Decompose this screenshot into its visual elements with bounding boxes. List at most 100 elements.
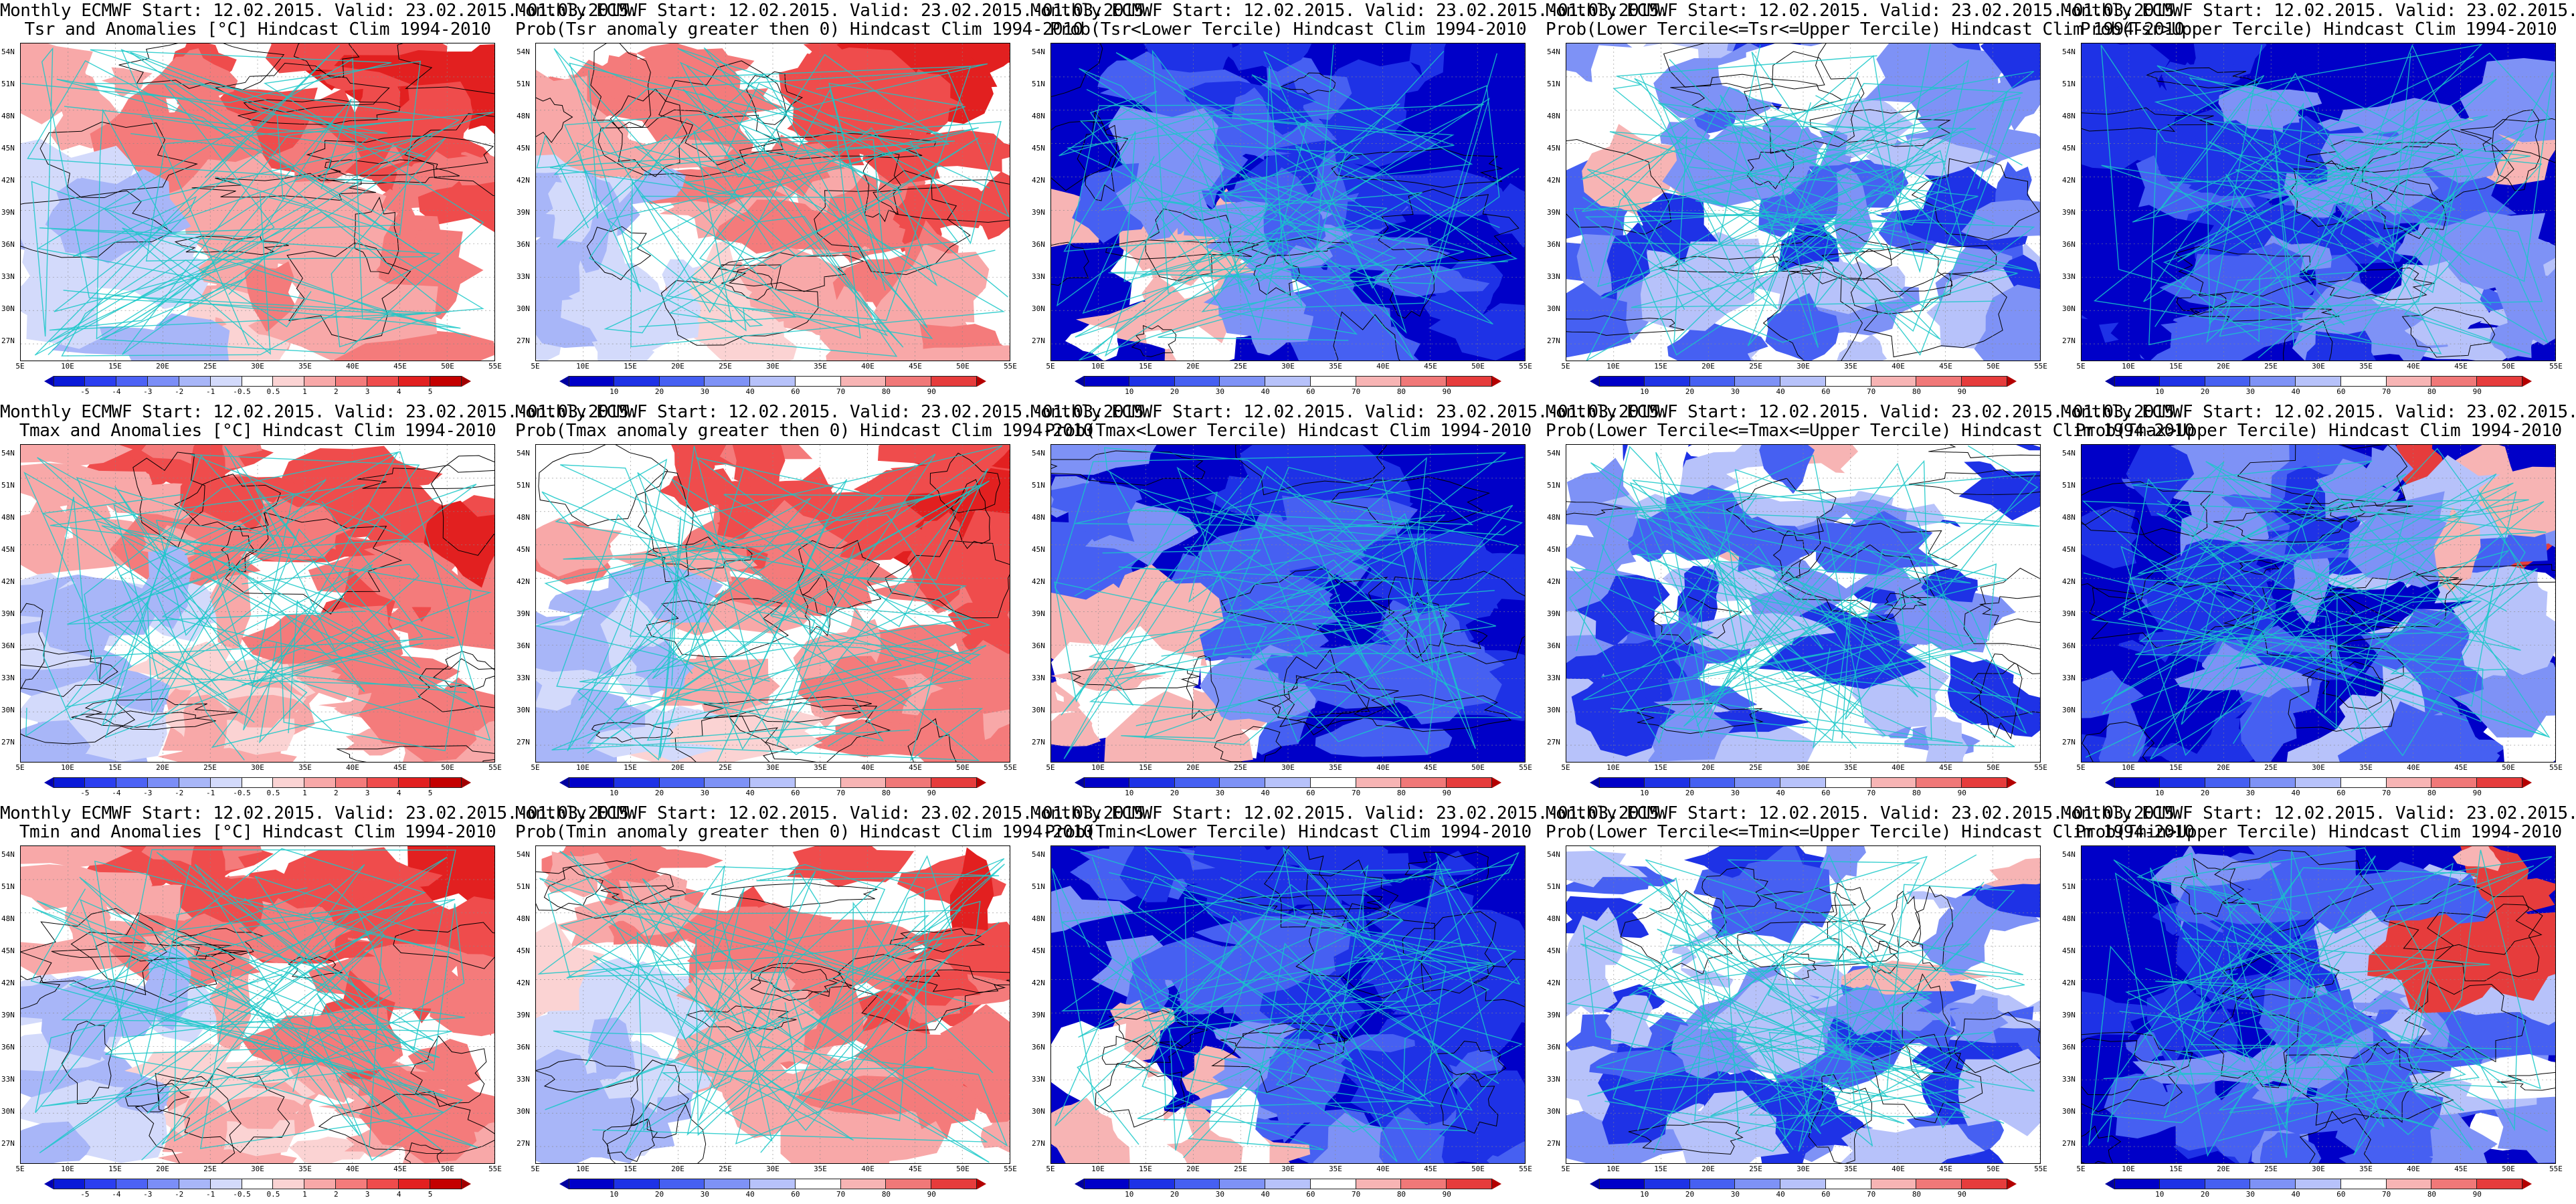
contour-line [1902,973,1952,1081]
latitude-tick-label: 30N [2062,304,2076,313]
shaded-region [114,680,169,713]
coastline-border [1589,846,1975,1140]
shaded-region [1819,846,1866,885]
colorbar-swatch [569,777,614,788]
coastline-border [1063,66,1388,300]
colorbar-underflow-arrow [1075,777,1084,788]
coastline-border [560,454,936,761]
contour-line [1969,662,2040,718]
latitude-tick-label: 51N [517,481,530,490]
panel-title-line-2: Prob(Lower Tercile<=Tmax<=Upper Tercile)… [1546,421,2195,441]
colorbar-tick-label: 70 [1352,1190,1361,1199]
colorbar-tick-label: 90 [2472,1190,2482,1199]
shaded-region [1265,132,1437,169]
colorbar-tick-label: 40 [2291,789,2300,797]
colorbar-swatch [430,777,462,788]
shaded-region [124,313,230,361]
shaded-region [2082,991,2152,1039]
panel-title: Monthly ECMWF Start: 12.02.2015. Valid: … [515,403,1154,440]
colorbar-tick-label: 60 [791,387,800,396]
shaded-region [1230,87,1275,162]
latitude-tick-label: 54N [1547,47,1560,56]
colorbar-tick-label: 90 [927,387,936,396]
coastline-border [1109,466,1474,739]
colorbar-overflow-arrow [1492,376,1501,387]
colorbar-swatch [1780,1179,1826,1189]
longitude-tick-label: 55E [2034,1165,2047,1173]
coastline-border [1615,854,1966,1146]
colorbar-tick-label: 70 [1352,387,1361,396]
colorbar-overflow-arrow [2522,777,2532,788]
shaded-region [1326,188,1409,230]
colorbar-legend: -5 -4 -3 -2 -1 -0.5 0.5 1 2 3 4 5 [44,777,471,797]
colorbar-tick-label: 30 [1215,387,1224,396]
contour-line [597,109,780,177]
contour-line [1783,544,1922,625]
contour-line [337,745,494,762]
colorbar-swatch [2159,376,2205,387]
latitude-tick-label: 51N [1032,882,1045,891]
longitude-tick-label: 30E [2312,362,2325,371]
shaded-region [1485,183,1525,247]
colorbar-swatch [54,777,85,788]
colorbar-tick-label: 0.5 [266,789,280,797]
colorbar-swatch [659,1179,705,1189]
map-field-svg [536,445,1010,762]
colorbar-swatch [1962,777,2007,788]
colorbar-swatch [1084,1179,1129,1189]
colorbar-tick-label: 60 [2336,1190,2346,1199]
shaded-region [264,270,438,361]
coastline-border [1568,462,2033,749]
latitude-tick-label: 27N [517,336,530,345]
longitude-tick-label: 5E [1046,362,1055,371]
shaded-region [578,566,723,623]
colorbar-swatch [1310,1179,1356,1189]
coastline-border [42,496,455,721]
coastline-border [2100,43,2531,342]
contour-line [221,526,255,573]
shaded-region [1919,908,1993,976]
coastline-border [576,70,889,336]
longitude-tick-label: 40E [2407,362,2420,371]
panel-title-line-2: Prob(Lower Tercile<=Tmin<=Upper Tercile)… [1546,822,2195,842]
colorbar-swatch [1871,376,1917,387]
colorbar-tick-label: 90 [1957,1190,1966,1199]
contour-line [1759,888,1857,914]
latitude-tick-label: 45N [517,144,530,153]
coastline-border [1582,154,1995,310]
contour-line [1979,654,2023,740]
colorbar-swatch [1689,376,1736,387]
longitude-tick-label: 55E [2549,362,2563,371]
longitude-tick-label: 5E [15,1165,25,1173]
colorbar-tick-label: 10 [610,387,619,396]
colorbar-swatch [1599,1179,1645,1189]
contour-line [1762,268,1863,361]
contour-line [1928,445,2040,458]
colorbar-swatch [1962,376,2007,387]
colorbar-tick-label: 90 [1442,387,1451,396]
colorbar-swatch [2296,1179,2341,1189]
shaded-region [1948,995,2009,1054]
colorbar-swatch [795,1179,841,1189]
colorbar-swatch [336,1179,368,1189]
colorbar-tick-label: 1 [302,789,307,797]
colorbar-swatch [2340,777,2387,788]
shaded-region [811,484,925,555]
panel-title-line-1: Monthly ECMWF Start: 12.02.2015. Valid: … [515,1,1154,21]
longitude-tick-label: 40E [1376,1165,1390,1173]
panel-title: Monthly ECMWF Start: 12.02.2015. Valid: … [1546,804,2195,842]
contour-line [2460,118,2555,163]
contour-line [1566,315,1685,336]
shaded-region [928,510,1010,613]
longitude-tick-label: 55E [2034,763,2047,772]
coastline-border [101,454,471,727]
latitude-tick-label: 42N [517,577,530,586]
latitude-tick-label: 45N [1,946,15,955]
map-panel: Monthly ECMWF Start: 12.02.2015. Valid: … [1030,401,1669,803]
coastline-border [1612,882,2015,1152]
colorbar-swatch [273,1179,305,1189]
panel-title: Monthly ECMWF Start: 12.02.2015. Valid: … [515,1,1154,39]
latitude-tick-label: 39N [1547,609,1560,618]
latitude-tick-label: 36N [2062,1043,2076,1051]
contour-line [536,97,573,143]
